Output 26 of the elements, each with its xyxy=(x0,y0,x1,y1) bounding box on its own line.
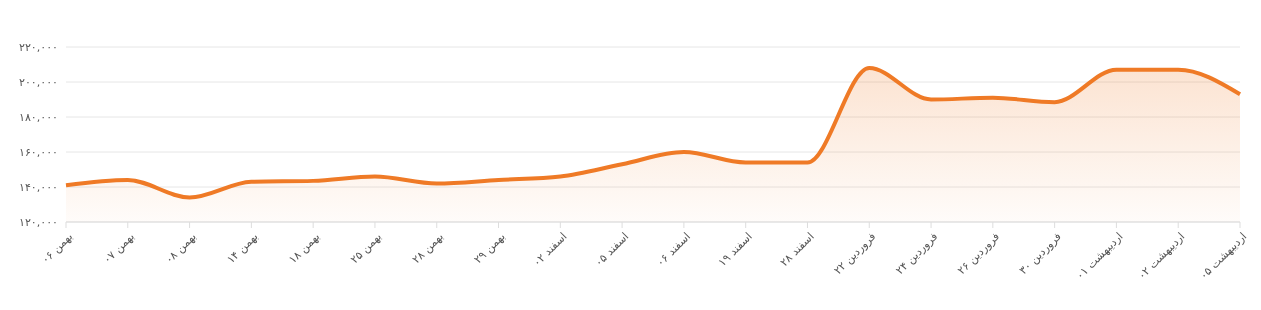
x-tick-label: اسفند ۰۲ xyxy=(530,230,570,270)
x-tick-label: بهمن ۲۵ xyxy=(347,230,385,267)
x-tick-label: اسفند ۰۵ xyxy=(592,230,632,270)
x-tick-label: بهمن ۰۸ xyxy=(162,230,199,267)
y-tick-label: ۱۶۰,۰۰۰ xyxy=(19,145,58,159)
x-tick-label: فروردین ۲۴ xyxy=(893,230,941,278)
x-tick-label: فروردین ۳۰ xyxy=(1016,230,1064,278)
x-tick-label: اسفند ۱۹ xyxy=(715,230,755,270)
x-tick-label: اسفند ۰۶ xyxy=(654,230,694,270)
x-tick-label: فروردین ۲۲ xyxy=(831,230,879,278)
x-tick-label: اسفند ۲۸ xyxy=(777,230,817,270)
x-tick-label: بهمن ۲۸ xyxy=(409,230,446,267)
y-tick-label: ۲۲۰,۰۰۰ xyxy=(19,40,58,54)
y-tick-label: ۱۸۰,۰۰۰ xyxy=(19,110,58,124)
x-tick-label: بهمن ۲۹ xyxy=(471,230,508,267)
x-tick-label: اردیبهشت ۰۲ xyxy=(1135,230,1188,283)
x-tick-label: اردیبهشت ۰۱ xyxy=(1073,230,1126,283)
x-tick-label: بهمن ۰۷ xyxy=(100,230,137,267)
x-tick-label: بهمن ۱۴ xyxy=(224,230,261,267)
y-tick-label: ۱۲۰,۰۰۰ xyxy=(19,215,58,229)
y-tick-label: ۲۰۰,۰۰۰ xyxy=(19,75,58,89)
x-tick-label: فروردین ۲۶ xyxy=(954,230,1003,278)
x-tick-label: بهمن ۱۸ xyxy=(286,230,323,267)
y-tick-label: ۱۴۰,۰۰۰ xyxy=(19,180,58,194)
x-tick-label: بهمن ۰۶ xyxy=(38,230,76,267)
x-tick-label: اردیبهشت ۰۵ xyxy=(1197,230,1250,283)
